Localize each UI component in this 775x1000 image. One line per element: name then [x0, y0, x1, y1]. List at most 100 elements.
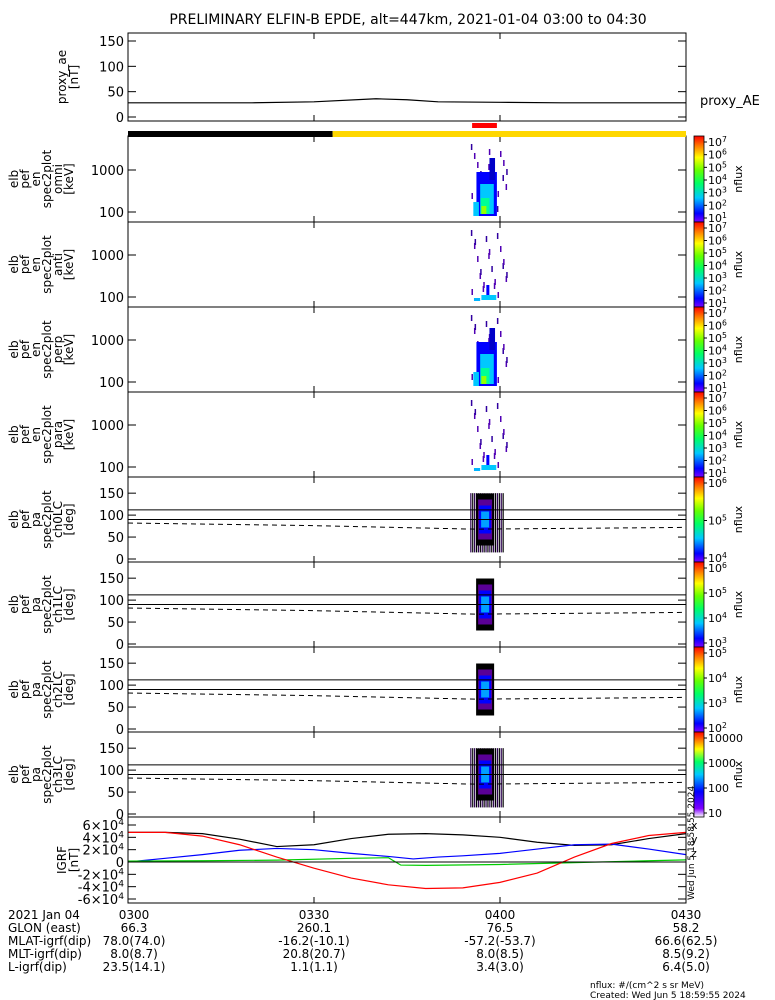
spectrogram-pixel [470, 230, 473, 236]
spectrogram-pixel [474, 324, 477, 330]
y-tick-label: 150 [99, 742, 124, 757]
spectrogram-pixel [473, 153, 476, 159]
y-axis-label-line: spec2plot [40, 490, 54, 549]
y-axis-label-line: ch3LC [51, 756, 65, 793]
spectrogram-pixel [496, 748, 499, 808]
spectrogram-pixel [503, 429, 505, 435]
y-tick-label: 50 [107, 616, 124, 631]
colorbar-ramp [693, 306, 705, 393]
spectrogram-pixel [470, 144, 473, 150]
spectrogram-pixel [506, 272, 508, 278]
colorbar-tick-label: 103 [708, 441, 727, 456]
colorbar-ch3LC: 10 100 1000 10000 nflux [693, 731, 745, 820]
y-axis-label-line: ch0LC [51, 501, 65, 538]
colorbar-tick-label: 107 [708, 391, 727, 406]
y-axis-label-line: pef [18, 339, 32, 359]
y-axis-label-line: perp [51, 336, 65, 364]
y-axis-label-line: [keV] [62, 419, 76, 450]
colorbar-tick-label: 102 [708, 721, 727, 736]
spectrogram-pixel [494, 449, 496, 455]
y-axis-label-line: pef [18, 169, 32, 189]
colorbar-tick-label: 106 [708, 403, 727, 418]
spectrogram-pixel [498, 493, 500, 553]
y-axis-label-line: [nT] [67, 65, 81, 89]
footer-value: 20.8(20.7) [283, 947, 346, 961]
footer-value: 66.3 [121, 921, 148, 935]
colorbar-label: nflux [732, 335, 745, 363]
y-tick-label: 100 [99, 461, 124, 476]
colorbar-ramp [693, 561, 705, 648]
side-timestamp: Wed Jun 5 18:58:55 2024 [687, 786, 697, 900]
colorbar-ch2LC: 102 103 104 105 nflux [693, 646, 745, 736]
spectrogram-pixel [497, 377, 500, 383]
spectrogram-pixel [477, 426, 479, 432]
spectrogram-pixel [474, 748, 476, 808]
colorbar-tick-label: 104 [708, 258, 727, 273]
y-tick-label: 100 [99, 206, 124, 221]
spectrogram-pixel [473, 243, 476, 249]
y-axis-label-line: omni [51, 164, 65, 194]
y-axis-label-line: pef [18, 679, 32, 699]
y-axis-label-line: elb [7, 340, 21, 358]
spectrogram-pixel [486, 455, 490, 469]
spectrogram-pixel [482, 456, 485, 462]
y-axis-label-line: [deg] [62, 589, 76, 621]
y-axis-label-line: [keV] [62, 334, 76, 365]
footer-row-label: L-igrf(dip) [8, 960, 67, 974]
colorbar-tick-label: 104 [708, 343, 727, 358]
y-axis-label-line: [deg] [62, 674, 76, 706]
colorbar-tick-label: 105 [708, 331, 727, 346]
y-tick-label: -2×104 [78, 867, 124, 883]
y-axis-label-line: spec2plot [40, 235, 54, 294]
footer-value: -57.2(-53.7) [464, 934, 535, 948]
spectrogram-pixel [486, 285, 490, 299]
y-tick-label: 6×104 [82, 818, 124, 834]
spectrogram-pixel [491, 266, 493, 272]
spectrogram-pixel [482, 286, 485, 292]
y-axis-label-line: pef [18, 424, 32, 444]
colorbar-tick-label: 101 [708, 381, 727, 396]
colorbar-label: nflux [732, 505, 745, 533]
y-tick-label: 1000 [91, 419, 124, 434]
footer-value: 0300 [119, 908, 150, 922]
y-axis-label-line: para [51, 421, 65, 448]
colorbar-tick-label: 105 [708, 586, 727, 601]
spectrogram-pixel [496, 318, 499, 324]
y-axis-label: IGRF[nT] [55, 846, 81, 874]
spectrogram-pixel [474, 493, 476, 553]
colorbar-tick-label: 106 [708, 233, 727, 248]
colorbar-tick-label: 105 [708, 513, 727, 528]
y-tick-label: 150 [99, 657, 124, 672]
y-axis-label-line: ch2LC [51, 671, 65, 708]
spectrogram-pixel [481, 295, 497, 300]
y-tick-label: 0 [116, 723, 124, 738]
footer-value: 66.6(62.5) [655, 934, 718, 948]
y-tick-label: 1000 [91, 249, 124, 264]
spectrogram-pixel [500, 331, 502, 337]
colorbar-tick-label: 1000 [708, 757, 736, 770]
y-tick-label: 0 [116, 111, 124, 126]
spectrogram-pixel [481, 376, 487, 384]
y-tick-label: 0 [116, 638, 124, 653]
spectrogram-pixel [472, 748, 474, 808]
y-axis-label-line: [keV] [62, 249, 76, 280]
y-axis-label-line: elb [7, 510, 21, 528]
spectrogram-pixel [480, 439, 482, 445]
igrf-legend-y: y [691, 833, 698, 846]
colorbar-tick-label: 104 [708, 428, 727, 443]
spectrogram-pixel [474, 239, 477, 245]
colorbar-tick-label: 105 [708, 160, 727, 175]
y-axis-label-line: spec2plot [40, 149, 54, 208]
spectrogram-pixel [473, 413, 476, 419]
panel-frame [127, 306, 687, 393]
spectrogram-pixel [488, 164, 490, 170]
spectrogram-pixel [470, 493, 472, 553]
footer-row-label: 2021 Jan 04 [8, 908, 80, 922]
colorbar-label: nflux [732, 760, 745, 788]
colorbar-ramp [693, 391, 705, 478]
y-tick-label: 150 [99, 35, 124, 50]
colorbar-tick-label: 10000 [708, 732, 743, 745]
